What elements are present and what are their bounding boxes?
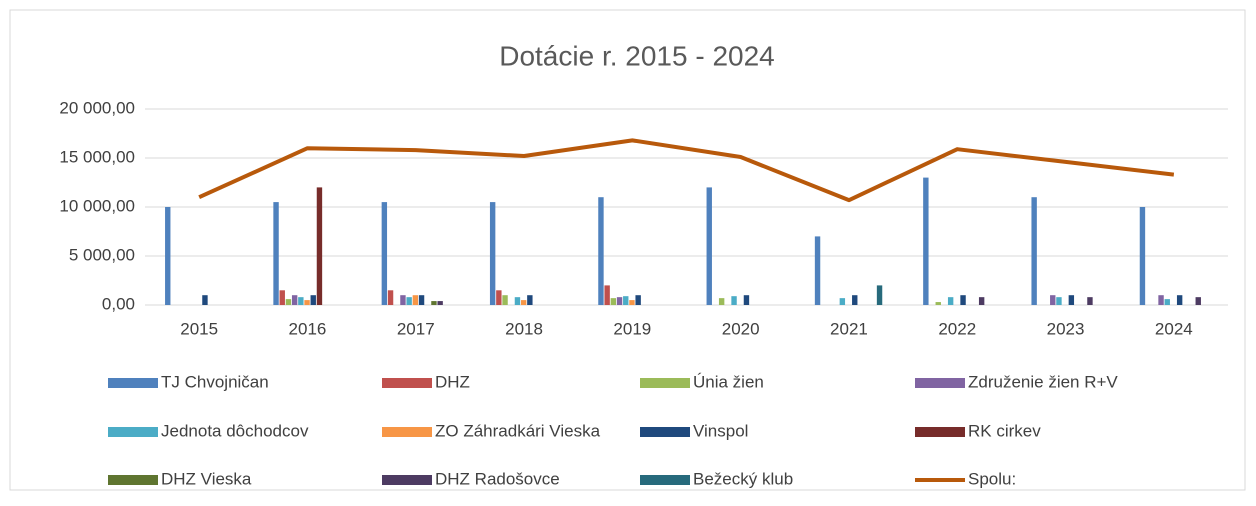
bar (598, 197, 604, 305)
legend-label: Združenie žien R+V (968, 372, 1118, 391)
legend-swatch (382, 427, 432, 437)
bar (604, 285, 610, 305)
bar (400, 295, 406, 305)
bar (623, 296, 629, 305)
bar (520, 300, 527, 305)
bar (1050, 295, 1056, 305)
x-tick-label: 2024 (1155, 319, 1193, 338)
bar (285, 299, 292, 305)
bar (706, 187, 712, 305)
bar (304, 300, 310, 305)
legend-label: Spolu: (968, 469, 1016, 488)
bar (743, 295, 750, 305)
legend-swatch (915, 378, 965, 388)
legend-label: Vinspol (693, 421, 748, 440)
legend-label: TJ Chvojničan (161, 372, 269, 391)
bar (923, 177, 929, 305)
x-tick-label: 2020 (722, 319, 760, 338)
legend-label: DHZ (435, 372, 470, 391)
bar (731, 296, 737, 305)
bar (814, 236, 821, 305)
legend-swatch (382, 378, 432, 388)
bar (387, 290, 394, 305)
bar (310, 295, 316, 305)
bar (978, 297, 985, 305)
bar (165, 207, 171, 305)
bar (291, 295, 298, 305)
x-tick-label: 2017 (397, 319, 435, 338)
legend-label: Bežecký klub (693, 469, 793, 488)
legend-swatch (108, 475, 158, 485)
bar (935, 302, 941, 305)
bar (635, 295, 641, 305)
bar (610, 298, 617, 305)
bar (1139, 207, 1146, 305)
legend-label: Únia žien (693, 372, 764, 391)
bar (202, 295, 208, 305)
bar (406, 297, 412, 305)
bar (852, 295, 858, 305)
legend-swatch (640, 475, 690, 485)
x-tick-label: 2022 (938, 319, 976, 338)
y-tick-label: 0,00 (102, 294, 135, 313)
bar (502, 295, 508, 305)
legend-swatch (108, 378, 158, 388)
legend-label: ZO Záhradkári Vieska (435, 421, 601, 440)
bar (629, 300, 635, 305)
bar (947, 297, 954, 305)
bar (527, 295, 533, 305)
bar (1195, 297, 1201, 305)
bar (273, 202, 279, 305)
bar (298, 297, 304, 305)
x-tick-label: 2016 (289, 319, 327, 338)
legend-swatch (108, 427, 158, 437)
bar (316, 187, 323, 305)
bar (496, 290, 502, 305)
bar (1068, 295, 1075, 305)
legend-swatch (640, 378, 690, 388)
bar (437, 301, 443, 305)
bar (876, 285, 883, 305)
bar (1056, 297, 1062, 305)
bar (381, 202, 388, 305)
bar (616, 297, 623, 305)
bar (1176, 295, 1183, 305)
legend-swatch (640, 427, 690, 437)
bar (418, 295, 425, 305)
bar (1031, 197, 1037, 305)
legend-label: Jednota dôchodcov (161, 421, 309, 440)
bar (431, 301, 437, 305)
y-tick-label: 5 000,00 (69, 245, 135, 264)
x-tick-label: 2019 (613, 319, 651, 338)
legend-label: RK cirkev (968, 421, 1041, 440)
line (198, 138, 1175, 203)
chart-frame (9, 9, 1246, 491)
y-tick-label: 10 000,00 (59, 196, 135, 215)
bar (718, 298, 725, 305)
y-tick-label: 15 000,00 (59, 147, 135, 166)
x-tick-label: 2021 (830, 319, 868, 338)
bar (839, 298, 846, 305)
x-tick-label: 2015 (180, 319, 218, 338)
bar (279, 290, 285, 305)
chart-title: Dotácie r. 2015 - 2024 (499, 40, 775, 71)
bar (960, 295, 966, 305)
legend-swatch (915, 427, 965, 437)
bar (1164, 299, 1170, 305)
legend-label: DHZ Vieska (161, 469, 252, 488)
legend-label: DHZ Radošovce (435, 469, 560, 488)
y-tick-label: 20 000,00 (59, 98, 135, 117)
x-tick-label: 2023 (1047, 319, 1085, 338)
legend-swatch (382, 475, 432, 485)
bar (489, 202, 496, 305)
bar (412, 295, 419, 305)
bar (1087, 297, 1093, 305)
bar (1158, 295, 1164, 305)
x-tick-label: 2018 (505, 319, 543, 338)
bar (514, 297, 521, 305)
